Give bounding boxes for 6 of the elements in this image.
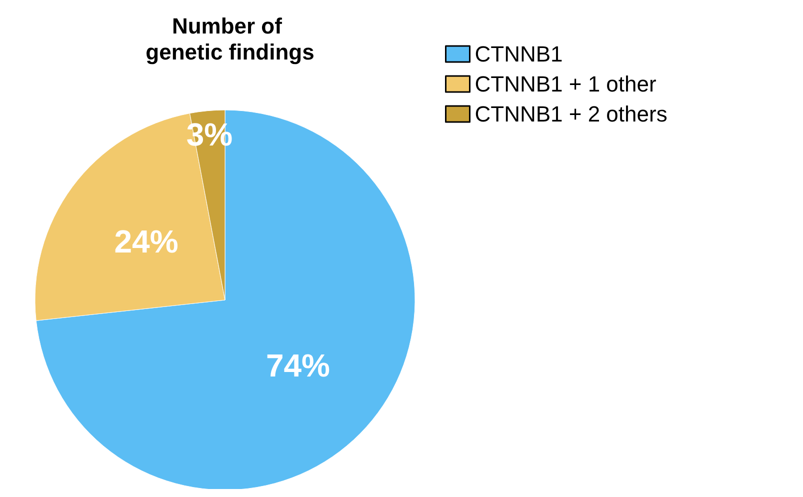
chart-title: Number of genetic findings xyxy=(146,14,314,64)
legend-label: CTNNB1 + 1 other xyxy=(474,72,656,96)
legend-label: CTNNB1 xyxy=(474,42,563,66)
data-label: 24% xyxy=(114,224,178,260)
legend-label: CTNNB1 + 2 others xyxy=(474,102,668,126)
data-label: 74% xyxy=(266,347,330,384)
